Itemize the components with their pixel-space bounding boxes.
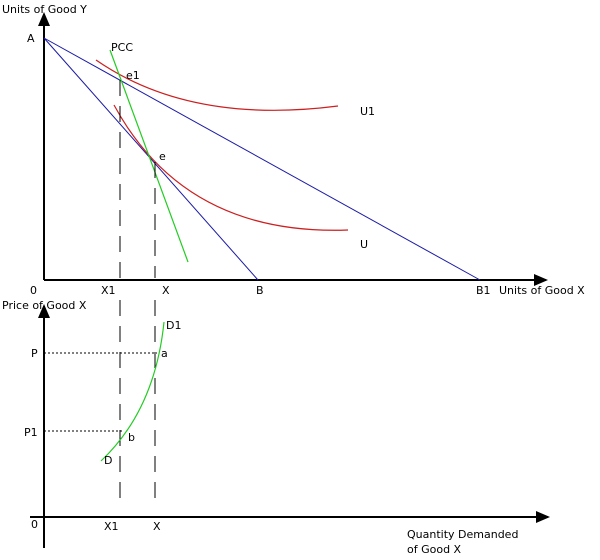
bottom-panel: Price of Good X Quantity Demanded of Goo…: [2, 299, 550, 556]
price-p-label: P: [31, 347, 38, 360]
top-panel: Units of Good Y Units of Good X 0 A B B1…: [2, 3, 585, 297]
budget-line-initial: [43, 37, 259, 281]
bottom-x-axis-label-line2: of Good X: [407, 543, 462, 556]
bottom-y-axis-label: Price of Good X: [2, 299, 87, 312]
bottom-origin-label: 0: [31, 518, 38, 531]
top-x-tick-label: X: [162, 284, 170, 297]
top-x-axis-label: Units of Good X: [499, 284, 585, 297]
point-e1-label: e1: [126, 69, 140, 82]
bottom-x1-tick-label: X1: [104, 520, 119, 533]
point-e-label: e: [159, 150, 166, 163]
point-b-label: b: [128, 431, 135, 444]
demand-end-label: D1: [166, 319, 181, 332]
curve-u-label: U: [360, 238, 368, 251]
indifference-curve-u1: [95, 59, 339, 111]
top-origin-label: 0: [30, 284, 37, 297]
demand-start-label: D: [104, 454, 112, 467]
pcc-label: PCC: [111, 41, 133, 54]
intercept-a-label: A: [27, 32, 35, 45]
top-y-axis-label: Units of Good Y: [2, 3, 87, 16]
pcc-line: [109, 49, 189, 263]
price-p1-label: P1: [24, 426, 38, 439]
budget-line-new: [43, 37, 481, 281]
intercept-b1-label: B1: [476, 284, 491, 297]
curve-u1-label: U1: [360, 105, 375, 118]
bottom-x-tick-label: X: [153, 520, 161, 533]
intercept-b-label: B: [256, 284, 264, 297]
demand-curve: [100, 321, 165, 462]
indifference-curve-u: [113, 104, 349, 231]
point-a-label: a: [161, 347, 168, 360]
top-x1-tick-label: X1: [101, 284, 116, 297]
bottom-x-axis-label-line1: Quantity Demanded: [407, 528, 518, 541]
